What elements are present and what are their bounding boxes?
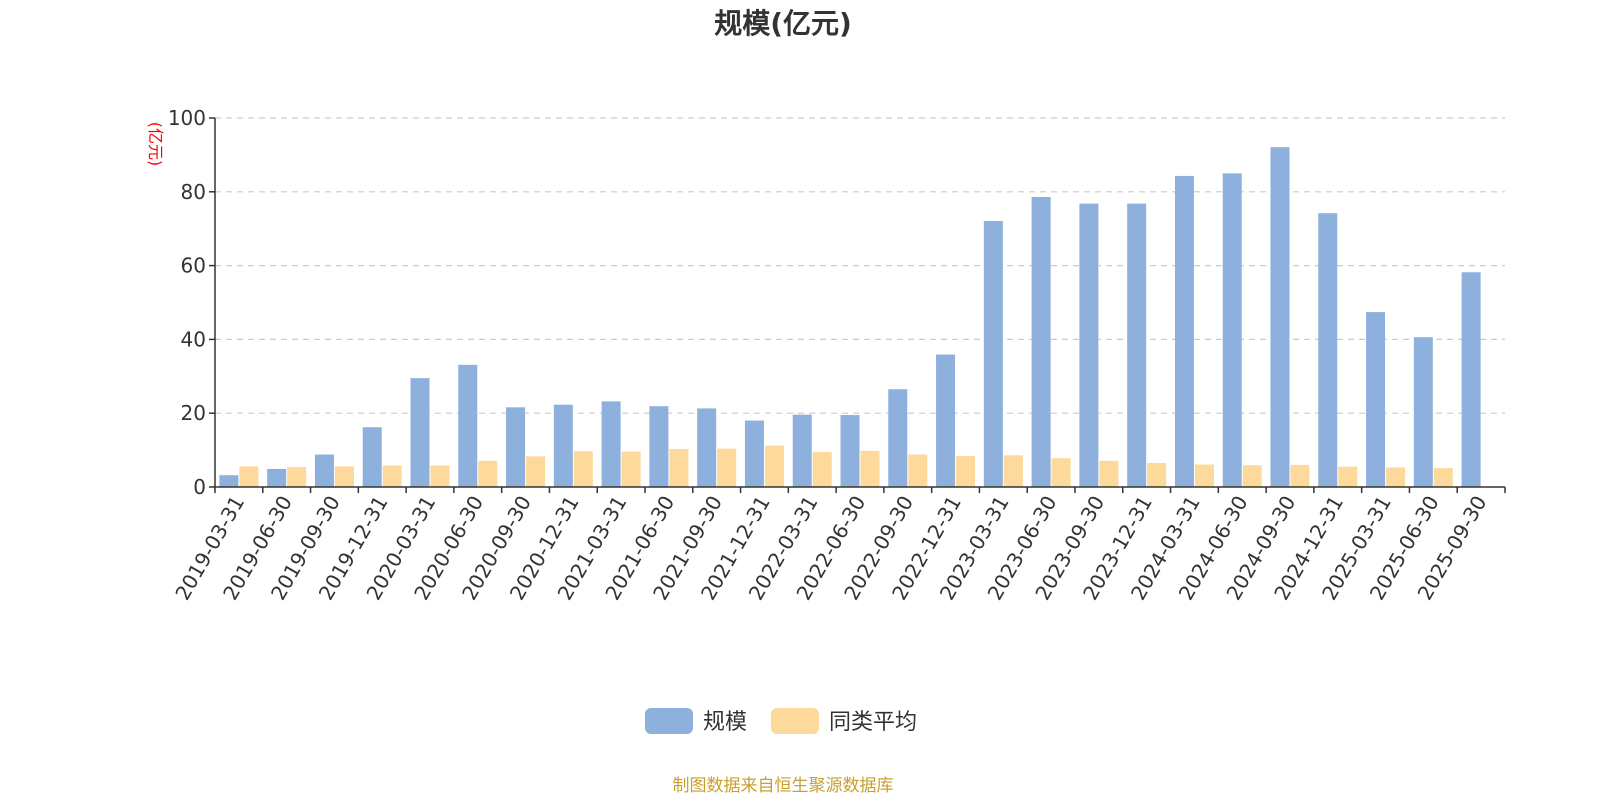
- bar-scale: [1366, 312, 1386, 487]
- y-tick-label: 60: [181, 254, 206, 278]
- bar-peer-average: [1051, 458, 1071, 487]
- bar-peer-average: [860, 450, 880, 487]
- bar-scale: [1270, 147, 1290, 487]
- bar-scale: [1318, 213, 1338, 487]
- bar-peer-average: [764, 445, 784, 487]
- y-tick-label: 80: [181, 180, 206, 204]
- y-axis-unit-label: (亿元): [146, 122, 165, 167]
- legend-label-scale: 规模: [703, 710, 747, 735]
- bar-peer-average: [1242, 465, 1262, 487]
- bar-peer-average: [956, 456, 976, 487]
- chart-title: 规模(亿元): [714, 7, 852, 40]
- bar-peer-average: [812, 451, 832, 487]
- bar-peer-average: [1147, 463, 1167, 487]
- bar-peer-average: [573, 451, 593, 487]
- bar-peer-average: [717, 448, 737, 487]
- bar-scale: [888, 389, 908, 487]
- bar-peer-average: [239, 466, 259, 487]
- legend: 规模 同类平均: [645, 708, 917, 735]
- bar-scale: [697, 408, 717, 487]
- bar-scale: [458, 364, 478, 487]
- footer-source-text: 制图数据来自恒生聚源数据库: [673, 776, 894, 796]
- bar-scale: [792, 414, 812, 487]
- bar-scale: [553, 404, 573, 487]
- bar-peer-average: [908, 454, 928, 487]
- bar-peer-average: [478, 460, 498, 487]
- legend-swatch-peer-average: [771, 708, 819, 734]
- bar-scale: [1222, 173, 1242, 487]
- bar-peer-average: [430, 465, 450, 487]
- bar-peer-average: [1003, 455, 1023, 487]
- axes: [214, 118, 1505, 488]
- bar-scale: [1127, 203, 1147, 487]
- bar-scale: [267, 468, 287, 487]
- bar-scale: [1031, 196, 1051, 487]
- bar-peer-average: [1338, 466, 1358, 487]
- grid-lines: [215, 117, 1505, 414]
- bar-peer-average: [1290, 464, 1310, 487]
- bar-marks: [219, 147, 1481, 488]
- bar-scale: [314, 454, 334, 487]
- bar-scale: [744, 420, 764, 487]
- bar-scale: [506, 407, 526, 487]
- y-axis-ticks: 0 20 40 60 80 100: [168, 106, 215, 499]
- bar-scale: [840, 415, 860, 487]
- bar-peer-average: [526, 456, 546, 487]
- y-tick-label: 20: [181, 401, 206, 425]
- bar-peer-average: [1386, 467, 1406, 487]
- bar-scale: [219, 475, 239, 487]
- bar-peer-average: [382, 465, 402, 487]
- x-axis-ticks: 2019-03-312019-06-302019-09-302019-12-31…: [170, 487, 1506, 604]
- bar-peer-average: [334, 466, 354, 487]
- bar-peer-average: [1194, 464, 1214, 487]
- bar-scale: [649, 406, 669, 487]
- bar-peer-average: [669, 448, 689, 487]
- legend-swatch-scale: [645, 708, 693, 734]
- y-tick-label: 0: [193, 475, 206, 499]
- bar-peer-average: [1099, 460, 1119, 487]
- bar-scale: [410, 378, 430, 487]
- bar-peer-average: [621, 451, 641, 487]
- bar-scale: [936, 354, 956, 487]
- bar-scale: [1174, 175, 1194, 488]
- y-tick-label: 40: [181, 327, 206, 351]
- bar-peer-average: [287, 467, 307, 487]
- y-tick-label: 100: [168, 106, 206, 130]
- bar-scale: [362, 427, 382, 487]
- legend-label-peer-average: 同类平均: [829, 710, 917, 735]
- bar-scale: [1461, 272, 1481, 487]
- bar-peer-average: [1433, 468, 1453, 487]
- bar-scale: [601, 401, 621, 487]
- bar-scale: [1413, 337, 1433, 487]
- bar-scale: [983, 220, 1003, 488]
- bar-scale: [1079, 203, 1099, 487]
